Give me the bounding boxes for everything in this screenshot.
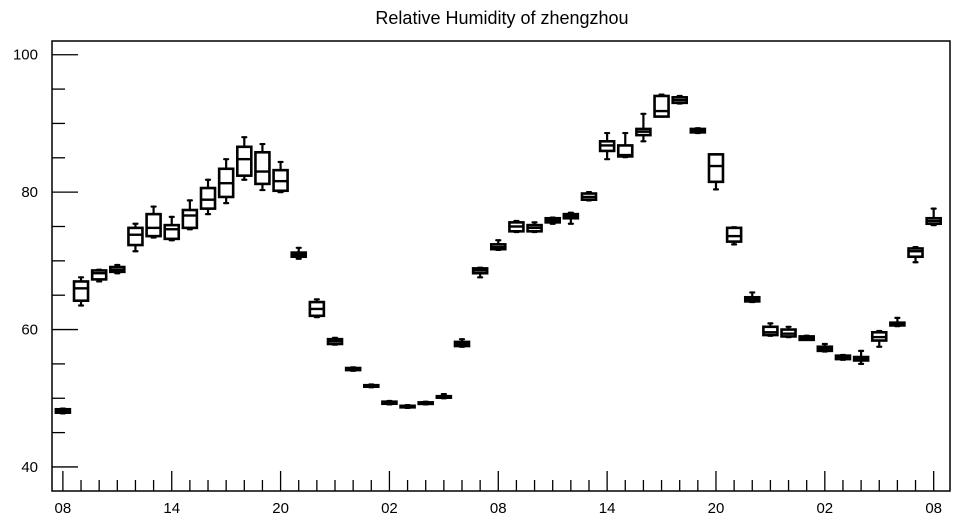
y-tick-label: 100 <box>13 47 38 64</box>
box-19 <box>399 404 416 409</box>
box-iqr <box>254 150 271 186</box>
box-iqr <box>725 226 743 243</box>
box-iqr <box>145 212 162 238</box>
x-tick-label: 08 <box>55 500 72 517</box>
box-11 <box>254 142 271 192</box>
box-8 <box>199 178 217 216</box>
box-10 <box>235 136 253 181</box>
box-42 <box>816 342 834 353</box>
box-36 <box>707 153 725 191</box>
x-tick-label: 08 <box>925 500 942 517</box>
box-46 <box>889 316 906 328</box>
x-tick-label: 08 <box>490 500 507 517</box>
y-axis: 40 60 80 100 <box>13 47 78 476</box>
x-tick-label: 02 <box>816 500 833 517</box>
box-7 <box>181 199 199 231</box>
box-21 <box>435 393 453 400</box>
box-9 <box>217 158 235 205</box>
x-tick-label: 02 <box>381 500 398 517</box>
box-iqr <box>127 226 144 247</box>
box-iqr <box>762 325 779 337</box>
box-22 <box>453 338 471 348</box>
box-39 <box>762 322 779 337</box>
box-24 <box>489 239 507 251</box>
box-38 <box>743 291 761 304</box>
box-iqr <box>616 144 634 158</box>
box-17 <box>362 383 380 389</box>
box-31 <box>616 131 634 159</box>
box-33 <box>653 93 670 118</box>
box-iqr <box>72 280 90 302</box>
box-20 <box>417 400 435 406</box>
box-12 <box>272 160 289 194</box>
box-48 <box>925 207 942 227</box>
x-tick-label: 20 <box>708 500 725 517</box>
box-16 <box>344 366 362 372</box>
box-43 <box>834 353 852 361</box>
box-iqr <box>907 247 924 259</box>
box-25 <box>508 219 525 234</box>
box-iqr <box>90 269 108 281</box>
box-23 <box>471 266 489 279</box>
box-13 <box>290 246 308 260</box>
box-5 <box>145 205 162 239</box>
box-iqr <box>653 94 670 118</box>
box-15 <box>326 336 344 346</box>
box-iqr <box>199 186 217 210</box>
box-37 <box>725 226 743 246</box>
box-47 <box>907 246 924 264</box>
box-34 <box>671 94 688 105</box>
chart-title: Relative Humidity of zhengzhou <box>375 8 628 28</box>
box-29 <box>580 191 598 202</box>
box-4 <box>127 222 144 253</box>
x-tick-label: 20 <box>272 500 289 517</box>
box-44 <box>852 349 870 366</box>
plot-frame <box>51 40 951 492</box>
box-6 <box>163 215 181 242</box>
box-26 <box>526 221 543 234</box>
box-2 <box>90 268 108 283</box>
box-iqr <box>163 223 181 241</box>
box-14 <box>308 298 326 319</box>
box-30 <box>598 131 616 161</box>
box-32 <box>635 112 652 143</box>
y-tick-label: 80 <box>21 184 38 201</box>
y-tick-label: 40 <box>21 459 38 476</box>
box-40 <box>780 325 797 339</box>
box-18 <box>381 399 398 406</box>
box-3 <box>109 263 126 275</box>
y-tick-label: 60 <box>21 322 38 339</box>
x-tick-label: 14 <box>599 500 616 517</box>
box-27 <box>544 216 562 225</box>
box-0 <box>54 407 72 415</box>
box-iqr <box>181 208 199 230</box>
box-45 <box>870 329 888 348</box>
box-iqr <box>235 145 253 177</box>
box-28 <box>562 211 580 225</box>
box-1 <box>72 276 90 307</box>
x-tick-label: 14 <box>163 500 180 517</box>
box-41 <box>798 334 815 342</box>
box-series <box>54 93 942 415</box>
box-35 <box>689 127 707 135</box>
x-axis: 08 14 20 02 08 14 20 02 08 <box>55 471 942 517</box>
box-iqr <box>707 153 725 184</box>
